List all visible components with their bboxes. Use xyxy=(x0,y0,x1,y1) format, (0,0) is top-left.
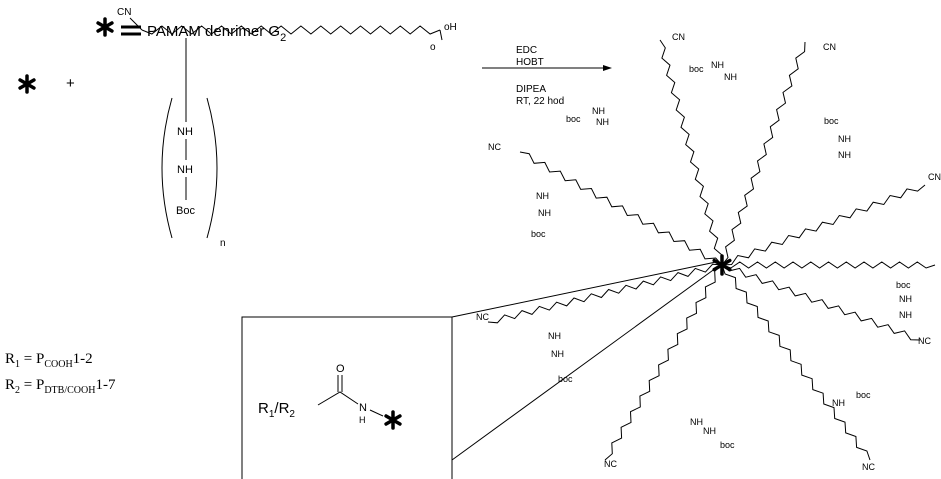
atom-label: NH xyxy=(548,331,561,341)
legend-label: PAMAM denrimer G2 xyxy=(147,23,286,44)
carbon-chain xyxy=(722,185,925,265)
r-subscript: 2 xyxy=(289,409,295,420)
condition-text: DIPEA xyxy=(516,84,546,95)
definition-part: R xyxy=(5,351,15,367)
dendrimer-symbol xyxy=(20,76,34,92)
bracket xyxy=(162,98,172,238)
carbon-chain xyxy=(722,262,935,268)
atom-label: NC xyxy=(488,142,501,152)
atom-label: boc xyxy=(856,390,871,400)
bond xyxy=(370,410,383,416)
nh-label: NH xyxy=(177,126,193,138)
carbon-chain xyxy=(488,264,722,323)
plus-sign: + xyxy=(66,75,75,92)
bond xyxy=(318,392,358,405)
atom-label: NH xyxy=(711,60,724,70)
inset-n: N xyxy=(359,402,367,414)
atom-label: NC xyxy=(918,336,931,346)
dendrimer-symbol xyxy=(386,412,400,428)
atom-label: NC xyxy=(476,312,489,322)
atom-label: NH xyxy=(832,398,845,408)
atom-label: NH xyxy=(724,72,737,82)
atom-label: NH xyxy=(592,106,605,116)
condition-text: HOBT xyxy=(516,57,544,68)
atom-label: NH xyxy=(536,191,549,201)
atom-label: NH xyxy=(899,294,912,304)
inset-o: O xyxy=(336,363,345,375)
condition-text: EDC xyxy=(516,45,537,56)
inset-box xyxy=(242,317,452,479)
atom-label: CN xyxy=(672,32,685,42)
definition-part: = P xyxy=(20,351,44,367)
zoom-line xyxy=(452,262,716,317)
atom-label: NH xyxy=(703,426,716,436)
carbon-chain xyxy=(722,265,870,460)
carbonyl-o: o xyxy=(430,42,436,53)
atom-label: boc xyxy=(824,116,839,126)
nh-label: NH xyxy=(177,164,193,176)
atom-label: NH xyxy=(690,417,703,427)
inset-h: H xyxy=(359,415,366,425)
r-group-label: R1/R2 xyxy=(258,400,295,420)
zoom-line xyxy=(452,268,716,460)
arrow-head xyxy=(603,65,612,71)
atom-label: NH xyxy=(596,117,609,127)
definition-part: DTB/COOH xyxy=(44,385,95,396)
atom-label: NH xyxy=(551,349,564,359)
bond xyxy=(440,30,442,40)
definition-part: R xyxy=(5,377,15,393)
atom-label: NH xyxy=(838,134,851,144)
atom-label: boc xyxy=(720,440,735,450)
r-text: /R xyxy=(274,400,289,417)
bracket xyxy=(207,98,217,238)
atom-label: boc xyxy=(558,374,573,384)
atom-label: NH xyxy=(538,208,551,218)
atom-label: boc xyxy=(566,114,581,124)
atom-label: boc xyxy=(689,64,704,74)
r-text: R xyxy=(258,400,269,417)
boc-label: Boc xyxy=(176,205,195,217)
oh-label: oH xyxy=(444,22,457,33)
atom-label: NC xyxy=(604,459,617,469)
atom-label: CN xyxy=(928,172,941,182)
legend-text: PAMAM denrimer G xyxy=(147,23,280,40)
atom-label: boc xyxy=(531,229,546,239)
r-definition: R2 = PDTB/COOH1-7 xyxy=(5,377,116,396)
atom-label: NH xyxy=(838,150,851,160)
definition-part: 1-2 xyxy=(73,351,93,367)
carbon-chain xyxy=(722,265,920,340)
definition-part: 1-7 xyxy=(95,377,115,393)
atom-label: NC xyxy=(862,462,875,472)
reaction-scheme: PAMAM denrimer G2 + CN oH o NH NH Boc n … xyxy=(0,0,941,479)
atom-label: CN xyxy=(823,42,836,52)
definition-part: = P xyxy=(20,377,44,393)
atom-label: NH xyxy=(899,310,912,320)
legend-subscript: 2 xyxy=(280,32,286,44)
atom-label: boc xyxy=(896,280,911,290)
condition-text: RT, 22 hod xyxy=(516,96,564,107)
definition-part: COOH xyxy=(44,359,72,370)
cn-label: CN xyxy=(117,7,131,18)
repeat-n: n xyxy=(220,238,226,249)
dendrimer-symbol xyxy=(98,19,112,35)
r-definition: R1 = PCOOH1-2 xyxy=(5,351,93,370)
